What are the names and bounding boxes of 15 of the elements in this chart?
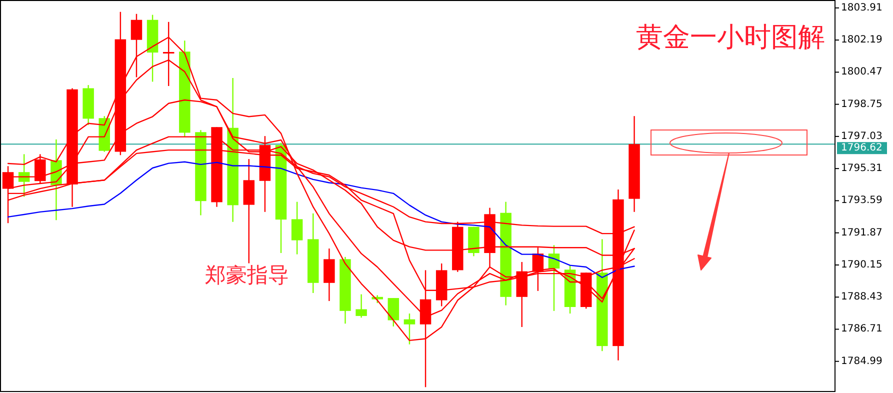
y-tick-label: 1791.87 xyxy=(841,227,882,238)
y-tick-label: 1790.15 xyxy=(841,259,882,270)
y-tick-label: 1788.43 xyxy=(841,292,882,303)
text: 黄金一小时图解 xyxy=(636,22,825,53)
y-tick-label: 1802.19 xyxy=(841,34,882,46)
y-tick-label: 1798.75 xyxy=(841,98,882,110)
annotation: 郑豪指导 xyxy=(205,263,289,287)
y-tick-label: 1784.99 xyxy=(841,356,882,367)
ref-line-label: 1796.62 xyxy=(841,142,882,154)
y-tick-label: 1803.91 xyxy=(841,2,882,14)
y-tick-label: 1786.71 xyxy=(841,324,882,335)
y-tick-label: 1800.47 xyxy=(841,66,882,78)
y-tick-label: 1793.59 xyxy=(841,195,882,206)
y-tick-label: 1797.03 xyxy=(841,130,882,142)
y-tick-label: 1795.31 xyxy=(841,163,882,174)
